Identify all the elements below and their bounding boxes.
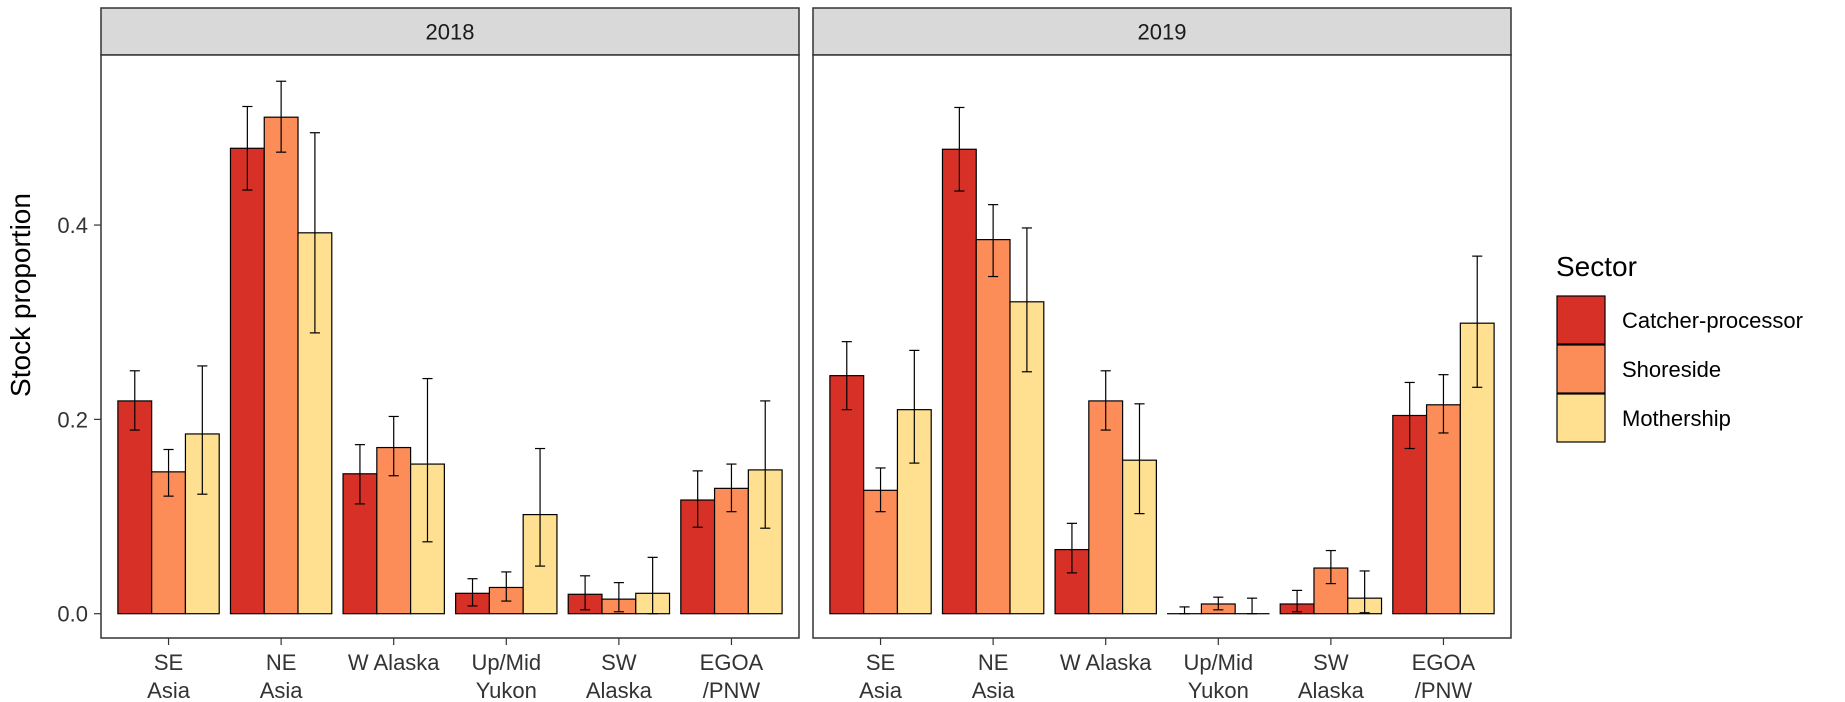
y-axis: 0.0 0.2 0.4: [57, 213, 101, 627]
bar: [184, 433, 220, 615]
legend-key: [1556, 393, 1606, 443]
x-tick-label: EGOA: [1412, 650, 1476, 675]
x-tick-label: Asia: [972, 678, 1016, 702]
bar: [975, 239, 1011, 615]
x-tick-label: Up/Mid: [471, 650, 541, 675]
facet-panels: 2018 SE Asia NE Asia W Alaska Up/Mid Yukon SW Ala…: [100, 7, 1512, 702]
facet-strip-label: 2018: [426, 20, 475, 45]
bar: [1425, 404, 1461, 615]
x-tick-label: EGOA: [700, 650, 764, 675]
bar: [1459, 322, 1495, 615]
bar: [829, 375, 865, 615]
x-tick-label: SW: [1313, 650, 1349, 675]
facet-strip-label: 2019: [1138, 20, 1187, 45]
x-tick-label: Asia: [859, 678, 903, 702]
legend-key: [1556, 344, 1606, 394]
legend-label: Mothership: [1622, 406, 1731, 431]
facet-strip: [812, 7, 1512, 56]
legend-label: Shoreside: [1622, 357, 1721, 382]
y-tick-label: 0.4: [57, 213, 88, 238]
facet-panel: 2018 SE Asia NE Asia W Alaska Up/Mid Yukon SW Ala…: [100, 7, 800, 702]
x-tick-label: W Alaska: [348, 650, 440, 675]
x-tick-label: Alaska: [586, 678, 653, 702]
bar: [1088, 400, 1124, 615]
x-tick-label: /PNW: [703, 678, 761, 702]
x-tick-label: Up/Mid: [1183, 650, 1253, 675]
y-tick-label: 0.0: [57, 602, 88, 627]
x-tick-label: SW: [601, 650, 637, 675]
legend-label: Catcher-processor: [1622, 308, 1803, 333]
x-tick-label: Yukon: [476, 678, 537, 702]
x-tick-label: SE: [866, 650, 895, 675]
facet-panel: 2019 SE Asia NE Asia W Alaska Up/Mid Yukon SW Ala…: [812, 7, 1512, 702]
x-tick-label: NE: [266, 650, 297, 675]
y-axis-title: Stock proportion: [5, 193, 36, 397]
bar: [229, 147, 265, 615]
bar: [1313, 567, 1349, 615]
x-tick-label: W Alaska: [1060, 650, 1152, 675]
legend: Sector Catcher-processor Shoreside Mothers…: [1556, 251, 1803, 443]
bar: [117, 400, 153, 615]
x-tick-label: SE: [154, 650, 183, 675]
bar: [941, 148, 977, 615]
facet-strip: [100, 7, 800, 56]
legend-key: [1556, 295, 1606, 345]
x-tick-label: Asia: [260, 678, 304, 702]
bar: [263, 116, 299, 615]
x-tick-label: Alaska: [1298, 678, 1365, 702]
x-tick-label: /PNW: [1415, 678, 1473, 702]
x-tick-label: Yukon: [1188, 678, 1249, 702]
legend-title: Sector: [1556, 251, 1637, 282]
x-tick-label: Asia: [147, 678, 191, 702]
x-tick-label: NE: [978, 650, 1009, 675]
y-tick-label: 0.2: [57, 407, 88, 432]
